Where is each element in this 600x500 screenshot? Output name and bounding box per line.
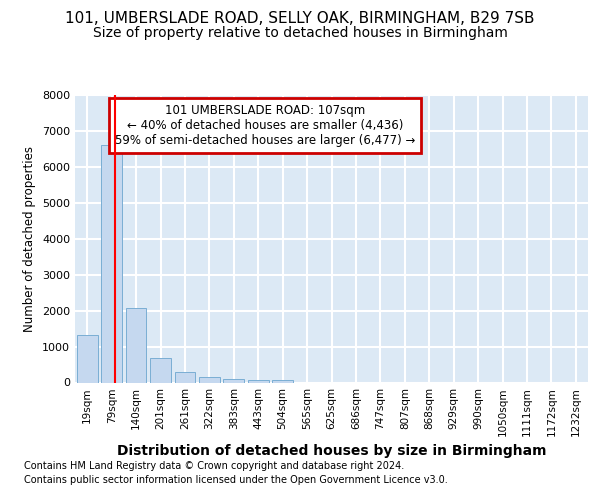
Bar <box>101 146 122 382</box>
Bar <box>272 380 293 382</box>
X-axis label: Distribution of detached houses by size in Birmingham: Distribution of detached houses by size … <box>117 444 546 458</box>
Bar <box>175 372 196 382</box>
Bar <box>223 379 244 382</box>
Text: Contains public sector information licensed under the Open Government Licence v3: Contains public sector information licen… <box>24 475 448 485</box>
Text: 101 UMBERSLADE ROAD: 107sqm
← 40% of detached houses are smaller (4,436)
59% of : 101 UMBERSLADE ROAD: 107sqm ← 40% of det… <box>115 104 415 146</box>
Bar <box>125 308 146 382</box>
Bar <box>199 377 220 382</box>
Text: 101, UMBERSLADE ROAD, SELLY OAK, BIRMINGHAM, B29 7SB: 101, UMBERSLADE ROAD, SELLY OAK, BIRMING… <box>65 11 535 26</box>
Y-axis label: Number of detached properties: Number of detached properties <box>23 146 37 332</box>
Text: Contains HM Land Registry data © Crown copyright and database right 2024.: Contains HM Land Registry data © Crown c… <box>24 461 404 471</box>
Bar <box>248 380 269 382</box>
Bar <box>150 358 171 382</box>
Text: Size of property relative to detached houses in Birmingham: Size of property relative to detached ho… <box>92 26 508 40</box>
Bar <box>77 336 98 382</box>
